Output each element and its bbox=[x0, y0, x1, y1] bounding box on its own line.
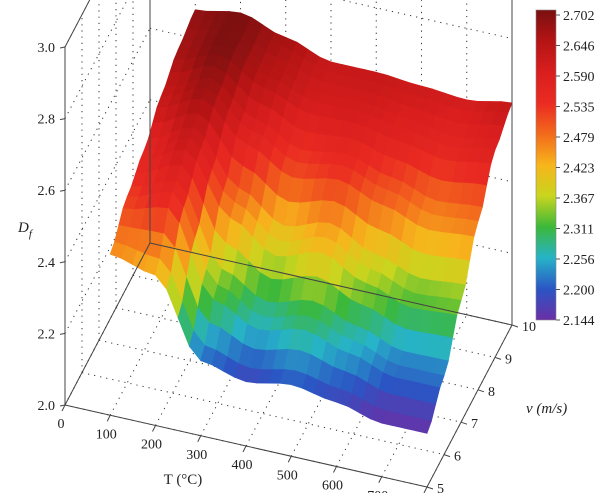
z-tick-mark bbox=[59, 189, 66, 192]
x-tick-label: 300 bbox=[186, 448, 207, 463]
y-tick-label: 8 bbox=[488, 385, 495, 400]
z-tick-mark bbox=[59, 404, 66, 407]
z-tick-label: 2.8 bbox=[38, 113, 56, 128]
x-tick-label: 200 bbox=[141, 438, 162, 453]
y-tick-mark bbox=[494, 356, 502, 360]
grid-line bbox=[64, 27, 151, 191]
x-tick-mark bbox=[197, 435, 202, 442]
x-tick-label: 600 bbox=[322, 479, 343, 493]
x-tick-mark bbox=[106, 415, 111, 422]
z-tick-mark bbox=[59, 118, 66, 121]
x-tick-mark bbox=[423, 486, 428, 493]
z-tick-label: 2.0 bbox=[38, 399, 56, 414]
frame-edge bbox=[64, 0, 91, 48]
z-tick-mark bbox=[59, 332, 66, 335]
x-tick-mark bbox=[333, 466, 337, 473]
colorbar-label: 2.367 bbox=[563, 192, 595, 207]
y-tick-label: 5 bbox=[437, 482, 444, 493]
y-tick-label: 6 bbox=[454, 450, 461, 465]
colorbar-label: 2.311 bbox=[563, 223, 594, 238]
colorbar-label: 2.200 bbox=[563, 284, 595, 299]
z-axis-ticks: 2.0 2.2 2.4 2.6 2.8 3.0 bbox=[38, 41, 66, 414]
frame-edge bbox=[64, 242, 151, 406]
x-tick-label: 400 bbox=[232, 458, 253, 473]
y-axis-label: v (m/s) bbox=[526, 401, 567, 417]
y-tick-mark bbox=[426, 486, 434, 490]
z-axis-label: Df bbox=[17, 220, 34, 240]
x-tick-mark bbox=[378, 476, 383, 483]
z-tick-label: 3.0 bbox=[38, 41, 56, 56]
y-tick-label: 7 bbox=[471, 417, 478, 432]
colorbar-label: 2.423 bbox=[563, 162, 595, 177]
x-axis-ticks: 0100200300400500600700800 bbox=[58, 404, 428, 493]
x-tick-mark bbox=[152, 425, 156, 432]
x-tick-label: 100 bbox=[96, 427, 117, 442]
colorbar-label: 2.646 bbox=[563, 40, 595, 55]
z-tick-mark bbox=[59, 46, 66, 49]
y-tick-mark bbox=[460, 421, 468, 425]
x-tick-mark bbox=[287, 456, 292, 463]
x-axis-label: T (°C) bbox=[164, 472, 203, 488]
colorbar-label: 2.256 bbox=[563, 253, 595, 268]
x-tick-label: 0 bbox=[58, 417, 65, 432]
y-axis-ticks: 5 6 7 8 9 10 bbox=[426, 320, 536, 493]
surface-patch bbox=[415, 418, 432, 434]
colorbar-label: 2.702 bbox=[563, 9, 595, 24]
z-tick-mark bbox=[59, 261, 66, 264]
colorbar-ticks: 2.702 2.646 2.590 2.535 2.479 2.423 2.367 2.311… bbox=[556, 9, 595, 329]
colorbar-label: 2.590 bbox=[563, 70, 595, 85]
x-tick-mark bbox=[242, 445, 247, 453]
z-tick-label: 2.6 bbox=[38, 184, 56, 199]
frame-edge bbox=[149, 242, 513, 326]
x-tick-label: 700 bbox=[367, 489, 388, 493]
colorbar-label: 2.535 bbox=[563, 101, 595, 116]
y-tick-mark bbox=[477, 389, 485, 393]
y-axis-line bbox=[426, 324, 513, 488]
x-tick-mark bbox=[61, 404, 66, 412]
surface bbox=[109, 9, 513, 434]
colorbar bbox=[535, 9, 557, 321]
z-tick-label: 2.4 bbox=[38, 256, 56, 271]
x-tick-label: 500 bbox=[277, 468, 298, 483]
y-tick-mark bbox=[443, 454, 451, 458]
y-tick-label: 10 bbox=[522, 320, 536, 335]
grid-line bbox=[64, 0, 128, 119]
colorbar-label: 2.144 bbox=[563, 314, 595, 329]
y-tick-mark bbox=[511, 324, 519, 328]
z-tick-label: 2.2 bbox=[38, 327, 56, 342]
y-tick-label: 9 bbox=[505, 352, 512, 367]
colorbar-label: 2.479 bbox=[563, 131, 595, 146]
